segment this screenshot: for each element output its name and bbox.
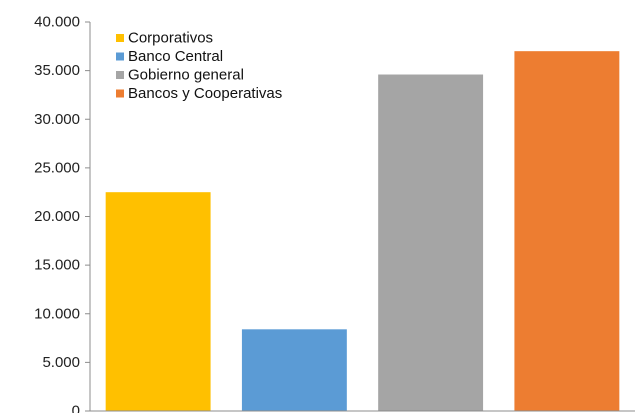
y-tick-label: 10.000	[34, 305, 80, 322]
bar-bancos-y-cooperativas	[514, 51, 620, 412]
y-tick-label: 0	[72, 403, 80, 413]
legend-label: Bancos y Cooperativas	[128, 85, 282, 102]
bar-gobierno-general	[378, 74, 484, 411]
legend-swatch	[116, 52, 124, 61]
bar-banco-central	[241, 329, 347, 411]
y-tick-label: 40.000	[34, 14, 80, 31]
y-axis-ticks: 0 5.000 10.000 15.000 20.000 25.000 30.000 35.0…	[34, 14, 90, 413]
y-tick-label: 35.000	[34, 62, 80, 79]
legend-label: Banco Central	[128, 48, 223, 65]
y-tick-label: 5.000	[42, 354, 80, 371]
legend-swatch	[116, 89, 124, 98]
y-tick-label: 20.000	[34, 208, 80, 225]
legend-label: Corporativos	[128, 30, 213, 47]
y-tick-label: 15.000	[34, 257, 80, 274]
y-tick-label: 30.000	[34, 111, 80, 128]
bars-group	[105, 51, 620, 412]
legend-swatch	[116, 34, 124, 42]
legend-swatch	[116, 71, 124, 79]
legend-label: Gobierno general	[128, 67, 244, 84]
y-tick-label: 25.000	[34, 159, 80, 176]
bar-corporativos	[105, 192, 211, 411]
